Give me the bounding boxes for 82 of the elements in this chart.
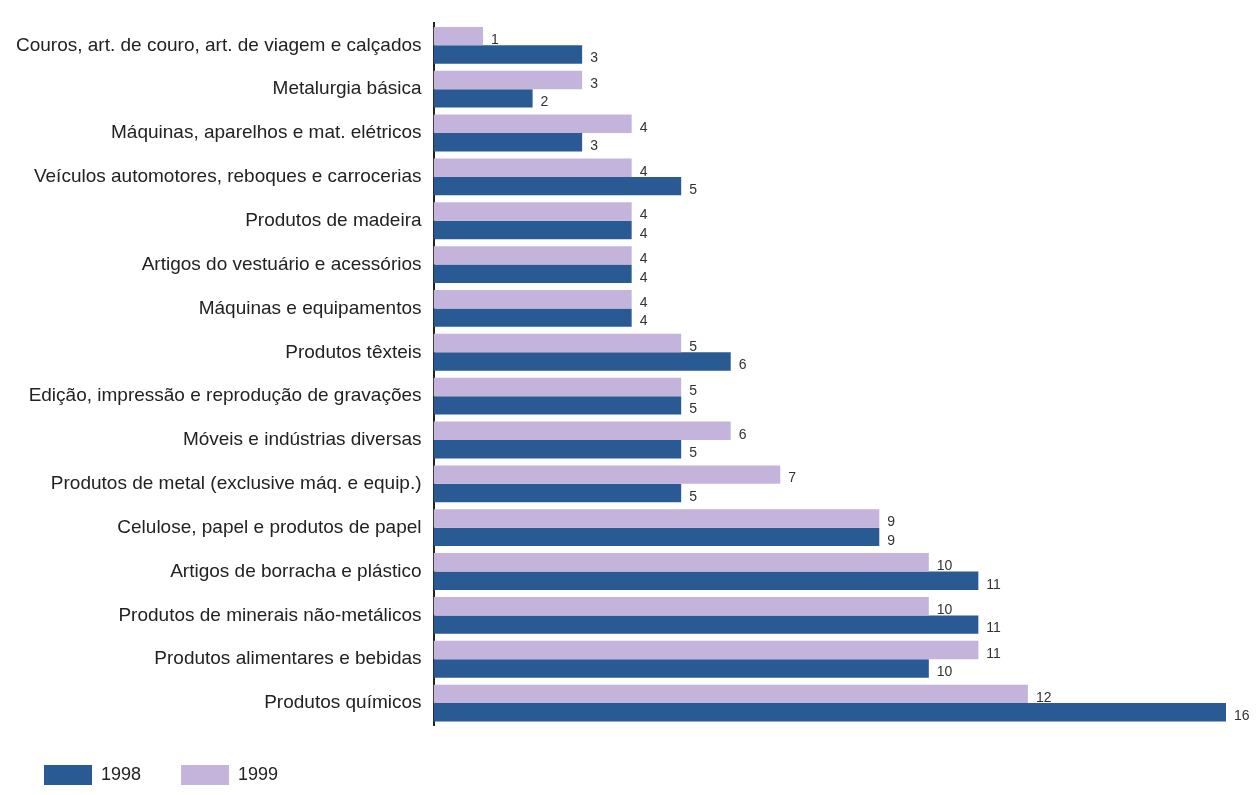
y-tick-label: Produtos de minerais não-metálicos [118, 603, 422, 625]
bar [433, 615, 979, 634]
data-label: 10 [936, 663, 953, 680]
bar [433, 377, 682, 397]
y-tick-label: Produtos de metal (exclusive máq. e equip.) [50, 472, 422, 494]
bar [433, 246, 632, 265]
bar [433, 596, 929, 616]
data-label: 6 [738, 425, 747, 442]
bar [433, 333, 682, 353]
bar [433, 483, 682, 503]
data-label: 12 [1035, 688, 1052, 705]
data-label: 4 [639, 312, 648, 329]
y-tick-label: Veículos automotores, reboques e carrocerias [33, 165, 422, 187]
bar [433, 640, 979, 660]
bar [433, 465, 781, 484]
bar [433, 264, 632, 283]
data-label: 5 [689, 337, 698, 354]
bar [433, 133, 583, 152]
y-tick-label: Produtos de madeira [245, 208, 422, 230]
y-tick-label: Edição, impressão e reprodução de gravações [28, 384, 422, 406]
bar [433, 421, 731, 440]
data-label: 10 [936, 557, 953, 574]
y-tick-label: Couros, art. de couro, art. de viagem e calçados [15, 33, 422, 55]
bar [433, 352, 731, 371]
y-tick-label: Produtos têxteis [285, 340, 422, 362]
data-label: 4 [639, 268, 648, 285]
bar [433, 571, 979, 590]
bar [433, 396, 682, 415]
data-label: 5 [689, 381, 698, 398]
data-label: 6 [738, 356, 747, 373]
data-label: 5 [689, 180, 698, 197]
data-label: 2 [540, 93, 549, 110]
data-label: 16 [1234, 707, 1250, 724]
data-label: 3 [590, 49, 599, 66]
bar [433, 509, 880, 528]
y-tick-label: Máquinas e equipamentos [198, 296, 422, 318]
data-label: 10 [936, 601, 953, 618]
data-label: 4 [639, 224, 648, 241]
data-label: 4 [639, 118, 648, 135]
bar [433, 439, 682, 459]
bar [433, 114, 632, 134]
data-label: 3 [590, 137, 599, 154]
data-label: 9 [887, 531, 896, 548]
data-label: 4 [639, 294, 648, 311]
bar [433, 220, 632, 240]
bar [433, 290, 632, 309]
y-tick-label: Metalurgia básica [272, 77, 422, 99]
bar [433, 45, 583, 64]
data-label: 5 [689, 444, 698, 461]
data-label: 5 [689, 487, 698, 504]
y-tick-label: Produtos químicos [264, 691, 422, 713]
data-label: 5 [689, 400, 698, 417]
bar [433, 26, 484, 46]
data-label: 11 [986, 619, 1002, 636]
data-label: 4 [639, 162, 648, 179]
bar [433, 703, 1226, 722]
data-label: 3 [590, 74, 599, 91]
bar [433, 684, 1028, 704]
bar [433, 553, 929, 572]
bar [433, 70, 583, 90]
y-tick-label: Artigos do vestuário e acessórios [141, 252, 422, 274]
y-tick-label: Máquinas, aparelhos e mat. elétricos [111, 121, 422, 143]
y-tick-label: Móveis e indústrias diversas [182, 428, 422, 450]
data-label: 7 [788, 469, 797, 486]
data-label: 9 [887, 513, 896, 530]
y-tick-label: Produtos alimentares e bebidas [154, 647, 422, 669]
bar [433, 308, 632, 327]
data-label: 11 [986, 575, 1002, 592]
bar [433, 202, 632, 221]
legend-label: 1998 [101, 763, 142, 784]
bar [433, 527, 880, 547]
bar [433, 659, 929, 678]
data-label: 11 [986, 644, 1002, 661]
legend-label: 1999 [238, 763, 279, 784]
data-label: 1 [491, 30, 500, 47]
bar [433, 89, 533, 108]
bar [433, 176, 682, 196]
bar [433, 158, 632, 177]
data-label: 4 [639, 250, 648, 267]
y-tick-label: Artigos de borracha e plástico [170, 559, 422, 581]
data-label: 4 [639, 206, 648, 223]
y-tick-label: Celulose, papel e produtos de papel [117, 515, 422, 537]
